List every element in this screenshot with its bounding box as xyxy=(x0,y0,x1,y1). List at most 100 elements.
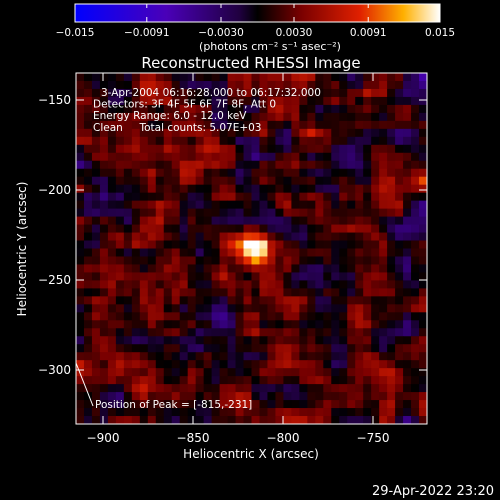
heatmap-cell xyxy=(91,96,101,106)
heatmap-cell xyxy=(91,344,101,353)
heatmap-cell xyxy=(147,272,157,281)
heatmap-cell xyxy=(371,352,380,361)
heatmap-cell xyxy=(243,416,252,424)
heatmap-cell xyxy=(355,184,364,194)
heatmap-cell xyxy=(139,200,149,210)
heatmap-cell xyxy=(187,352,197,361)
heatmap-cell xyxy=(123,232,133,241)
x-tick-label: −900 xyxy=(87,431,120,445)
heatmap-cell xyxy=(211,200,220,210)
heatmap-cell xyxy=(291,176,300,186)
heatmap-cell xyxy=(379,280,388,289)
heatmap-cell xyxy=(299,416,308,424)
heatmap-cell xyxy=(179,296,189,305)
heatmap-cell xyxy=(163,392,173,401)
heatmap-cell xyxy=(211,232,220,241)
heatmap-cell xyxy=(187,368,197,377)
heatmap-cell xyxy=(195,80,205,90)
heatmap-cell xyxy=(259,160,268,170)
heatmap-cell xyxy=(323,80,332,90)
heatmap-cell xyxy=(355,328,364,337)
heatmap-cell xyxy=(371,328,380,337)
heatmap-cell xyxy=(147,176,157,186)
heatmap-cell xyxy=(195,208,205,217)
heatmap-cell xyxy=(171,112,181,122)
heatmap-cell xyxy=(99,224,109,233)
heatmap-cell xyxy=(371,73,380,82)
heatmap-cell xyxy=(155,112,165,122)
heatmap-cell xyxy=(347,184,356,194)
heatmap-cell xyxy=(76,128,85,138)
heatmap-cell xyxy=(363,160,372,170)
heatmap-cell xyxy=(131,112,141,122)
heatmap-cell xyxy=(323,328,332,337)
heatmap-cell xyxy=(243,88,252,98)
heatmap-cell xyxy=(403,304,412,313)
heatmap-cell xyxy=(155,416,165,424)
heatmap-cell xyxy=(251,176,260,186)
heatmap-cell xyxy=(267,352,276,361)
heatmap-cell xyxy=(91,128,101,138)
heatmap-cell xyxy=(171,400,181,409)
heatmap-cell xyxy=(227,152,236,162)
heatmap-cell xyxy=(363,128,372,138)
heatmap-cell xyxy=(235,416,244,424)
heatmap-cell xyxy=(203,320,213,329)
heatmap-cell xyxy=(419,392,427,401)
heatmap-cell xyxy=(107,376,117,385)
heatmap-cell xyxy=(179,400,189,409)
heatmap-cell xyxy=(76,73,85,82)
heatmap-cell xyxy=(251,392,260,401)
heatmap-cell xyxy=(283,368,292,377)
heatmap-cell xyxy=(307,328,316,337)
heatmap-cell xyxy=(283,392,292,401)
heatmap-cell xyxy=(387,368,396,377)
heatmap-cell xyxy=(219,73,228,82)
heatmap-cell xyxy=(76,208,85,217)
heatmap-cell xyxy=(323,208,332,217)
heatmap-cell xyxy=(99,392,109,401)
heatmap-cell xyxy=(179,152,189,162)
heatmap-cell xyxy=(283,264,292,273)
heatmap-cell xyxy=(371,104,380,114)
heatmap-cell xyxy=(195,288,205,297)
heatmap-cell xyxy=(307,376,316,385)
heatmap-cell xyxy=(315,208,324,217)
heatmap-cell xyxy=(379,224,388,233)
heatmap-cell xyxy=(283,328,292,337)
heatmap-cell xyxy=(131,184,141,194)
colorbar-ticks: −0.015 −0.0091 −0.0030 0.0030 0.0091 0.015 xyxy=(56,4,455,39)
heatmap-cell xyxy=(283,256,292,265)
heatmap-cell xyxy=(76,272,85,281)
heatmap-cell xyxy=(259,216,268,225)
heatmap-cell xyxy=(131,136,141,146)
heatmap-cell xyxy=(139,152,149,162)
heatmap-cell xyxy=(323,128,332,138)
heatmap-cell xyxy=(419,160,427,170)
heatmap-cell xyxy=(419,376,427,385)
heatmap-cell xyxy=(76,264,85,273)
heatmap-cell xyxy=(219,128,228,138)
heatmap-cell xyxy=(179,408,189,417)
heatmap-cell xyxy=(227,320,236,329)
heatmap-cell xyxy=(347,352,356,361)
heatmap-cell xyxy=(99,88,109,98)
heatmap-cell xyxy=(299,280,308,289)
heatmap-cell xyxy=(243,376,252,385)
heatmap-cell xyxy=(267,272,276,281)
heatmap-cell xyxy=(179,392,189,401)
heatmap-cell xyxy=(339,240,348,249)
heatmap-cell xyxy=(363,320,372,329)
heatmap-cell xyxy=(315,264,324,273)
heatmap-cell xyxy=(139,192,149,202)
heatmap-cell xyxy=(323,88,332,98)
heatmap-cell xyxy=(403,176,412,186)
heatmap-cell xyxy=(371,96,380,106)
heatmap-cell xyxy=(203,304,213,313)
heatmap-cell xyxy=(363,96,372,106)
heatmap-cell xyxy=(107,120,117,130)
heatmap-cell xyxy=(99,328,109,337)
heatmap-cell xyxy=(83,136,93,146)
heatmap-cell xyxy=(267,256,276,265)
heatmap-cell xyxy=(219,208,228,217)
